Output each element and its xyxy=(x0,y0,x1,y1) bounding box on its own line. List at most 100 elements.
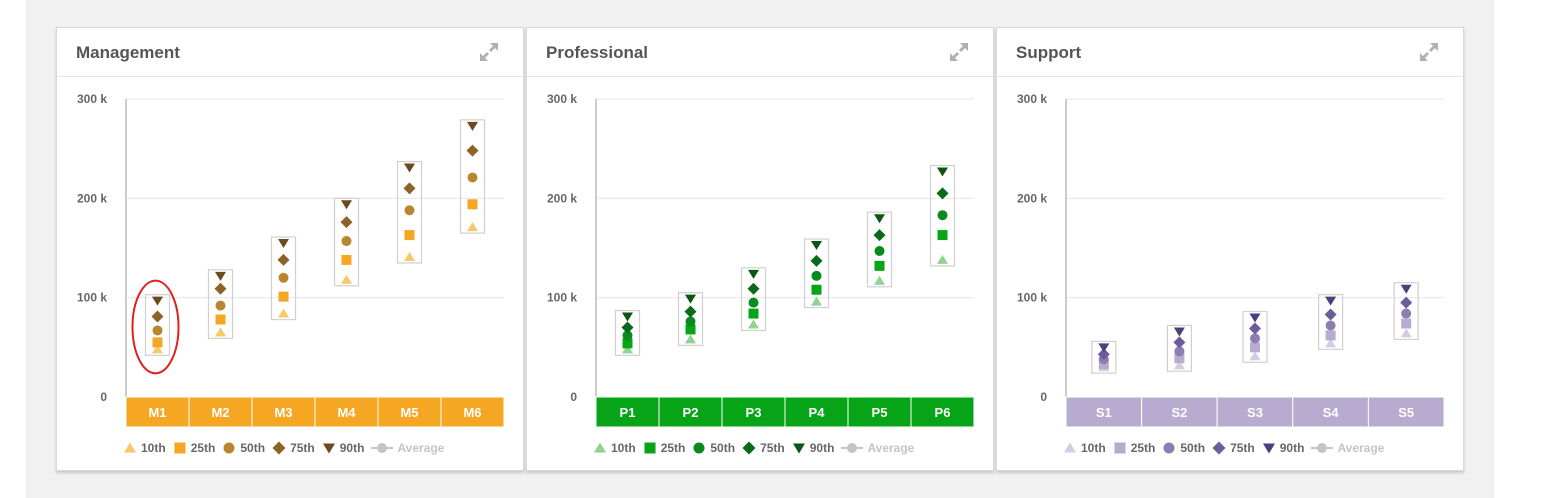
marker-10th[interactable] xyxy=(341,274,352,284)
marker-90th[interactable] xyxy=(1098,343,1110,353)
category-band-cell[interactable] xyxy=(377,396,442,428)
marker-25th[interactable] xyxy=(748,308,759,319)
marker-10th[interactable] xyxy=(467,222,478,232)
marker-90th[interactable] xyxy=(404,163,415,173)
marker-25th[interactable] xyxy=(215,314,226,325)
marker-90th[interactable] xyxy=(278,239,289,249)
category-band-cell[interactable] xyxy=(440,396,505,428)
marker-50th[interactable] xyxy=(622,330,633,341)
legend-marker-10th[interactable] xyxy=(1064,442,1076,453)
marker-50th[interactable] xyxy=(1325,320,1336,331)
legend-item[interactable]: 75th xyxy=(272,441,315,455)
marker-75th[interactable] xyxy=(684,305,697,318)
marker-75th[interactable] xyxy=(1400,296,1413,309)
legend-marker-50th[interactable] xyxy=(693,442,705,454)
legend-item[interactable]: 10th xyxy=(123,441,166,455)
marker-75th[interactable] xyxy=(621,321,634,334)
legend-item[interactable]: 10th xyxy=(593,441,636,455)
marker-50th[interactable] xyxy=(467,172,478,183)
legend-item-average[interactable]: Average xyxy=(371,441,444,455)
legend-marker-10th[interactable] xyxy=(124,442,136,453)
marker-25th[interactable] xyxy=(874,260,885,271)
marker-10th[interactable] xyxy=(152,344,163,354)
legend-item[interactable]: 75th xyxy=(742,441,785,455)
marker-75th[interactable] xyxy=(403,182,416,195)
marker-90th[interactable] xyxy=(467,121,478,131)
marker-10th[interactable] xyxy=(937,254,948,264)
marker-10th[interactable] xyxy=(622,344,633,354)
legend-item[interactable]: 25th xyxy=(1113,441,1155,455)
marker-25th[interactable] xyxy=(685,324,696,335)
marker-25th[interactable] xyxy=(404,230,415,241)
category-band-cell[interactable] xyxy=(1065,396,1143,428)
legend-item[interactable]: 25th xyxy=(643,441,685,455)
marker-75th[interactable] xyxy=(277,253,290,266)
legend-item[interactable]: 10th xyxy=(1063,441,1106,455)
legend-item[interactable]: 90th xyxy=(322,441,364,455)
marker-50th[interactable] xyxy=(152,325,163,336)
marker-90th[interactable] xyxy=(1173,327,1185,337)
category-band-cell[interactable] xyxy=(1292,396,1369,428)
marker-90th[interactable] xyxy=(874,214,885,224)
marker-10th[interactable] xyxy=(215,327,226,337)
marker-10th[interactable] xyxy=(874,275,885,285)
category-band-cell[interactable] xyxy=(1216,396,1294,428)
legend-item[interactable]: 90th xyxy=(792,441,834,455)
legend-item[interactable]: 50th xyxy=(222,441,265,455)
marker-50th[interactable] xyxy=(1174,346,1185,357)
marker-25th[interactable] xyxy=(152,337,163,348)
marker-75th[interactable] xyxy=(340,216,353,229)
marker-25th[interactable] xyxy=(278,291,289,302)
marker-50th[interactable] xyxy=(811,270,822,281)
marker-75th[interactable] xyxy=(1249,322,1261,335)
marker-90th[interactable] xyxy=(341,200,352,210)
marker-50th[interactable] xyxy=(937,210,948,221)
legend-marker-10th[interactable] xyxy=(594,442,606,453)
marker-25th[interactable] xyxy=(1250,342,1260,353)
expand-icon[interactable] xyxy=(947,40,971,64)
marker-10th[interactable] xyxy=(1325,338,1337,348)
expand-icon[interactable] xyxy=(477,40,501,64)
marker-90th[interactable] xyxy=(215,271,226,281)
marker-75th[interactable] xyxy=(810,254,823,267)
marker-25th[interactable] xyxy=(467,199,478,210)
marker-50th[interactable] xyxy=(874,245,885,256)
marker-90th[interactable] xyxy=(811,241,822,251)
marker-75th[interactable] xyxy=(873,229,886,242)
marker-50th[interactable] xyxy=(341,236,352,247)
legend-marker-90th[interactable] xyxy=(1262,443,1275,454)
marker-50th[interactable] xyxy=(404,205,415,216)
marker-90th[interactable] xyxy=(1400,284,1412,294)
marker-75th[interactable] xyxy=(1324,308,1337,321)
category-band-cell[interactable] xyxy=(125,396,190,428)
marker-10th[interactable] xyxy=(1173,360,1185,370)
marker-90th[interactable] xyxy=(748,269,759,279)
legend-marker-25th[interactable] xyxy=(644,442,656,454)
marker-90th[interactable] xyxy=(937,167,948,177)
category-band-cell[interactable] xyxy=(1367,396,1445,428)
expand-icon[interactable] xyxy=(1417,40,1441,64)
marker-75th[interactable] xyxy=(1173,336,1186,349)
legend-marker-25th[interactable] xyxy=(1114,442,1126,454)
marker-75th[interactable] xyxy=(466,144,479,157)
marker-50th[interactable] xyxy=(1250,333,1260,344)
marker-10th[interactable] xyxy=(811,296,822,306)
legend-marker-75th[interactable] xyxy=(742,441,756,455)
marker-50th[interactable] xyxy=(1401,308,1412,319)
marker-75th[interactable] xyxy=(747,282,760,295)
marker-25th[interactable] xyxy=(811,284,822,295)
marker-25th[interactable] xyxy=(1401,318,1412,329)
legend-item-average[interactable]: Average xyxy=(841,441,914,455)
marker-75th[interactable] xyxy=(151,310,164,323)
legend-item[interactable]: 50th xyxy=(1162,441,1205,455)
marker-90th[interactable] xyxy=(685,294,696,304)
marker-10th[interactable] xyxy=(278,308,289,318)
marker-90th[interactable] xyxy=(622,312,633,322)
marker-90th[interactable] xyxy=(152,296,163,306)
marker-10th[interactable] xyxy=(1249,351,1261,361)
marker-25th[interactable] xyxy=(937,230,948,241)
marker-50th[interactable] xyxy=(215,300,226,311)
marker-10th[interactable] xyxy=(685,334,696,344)
legend-marker-50th[interactable] xyxy=(1163,442,1175,454)
legend-marker-75th[interactable] xyxy=(1212,441,1226,455)
